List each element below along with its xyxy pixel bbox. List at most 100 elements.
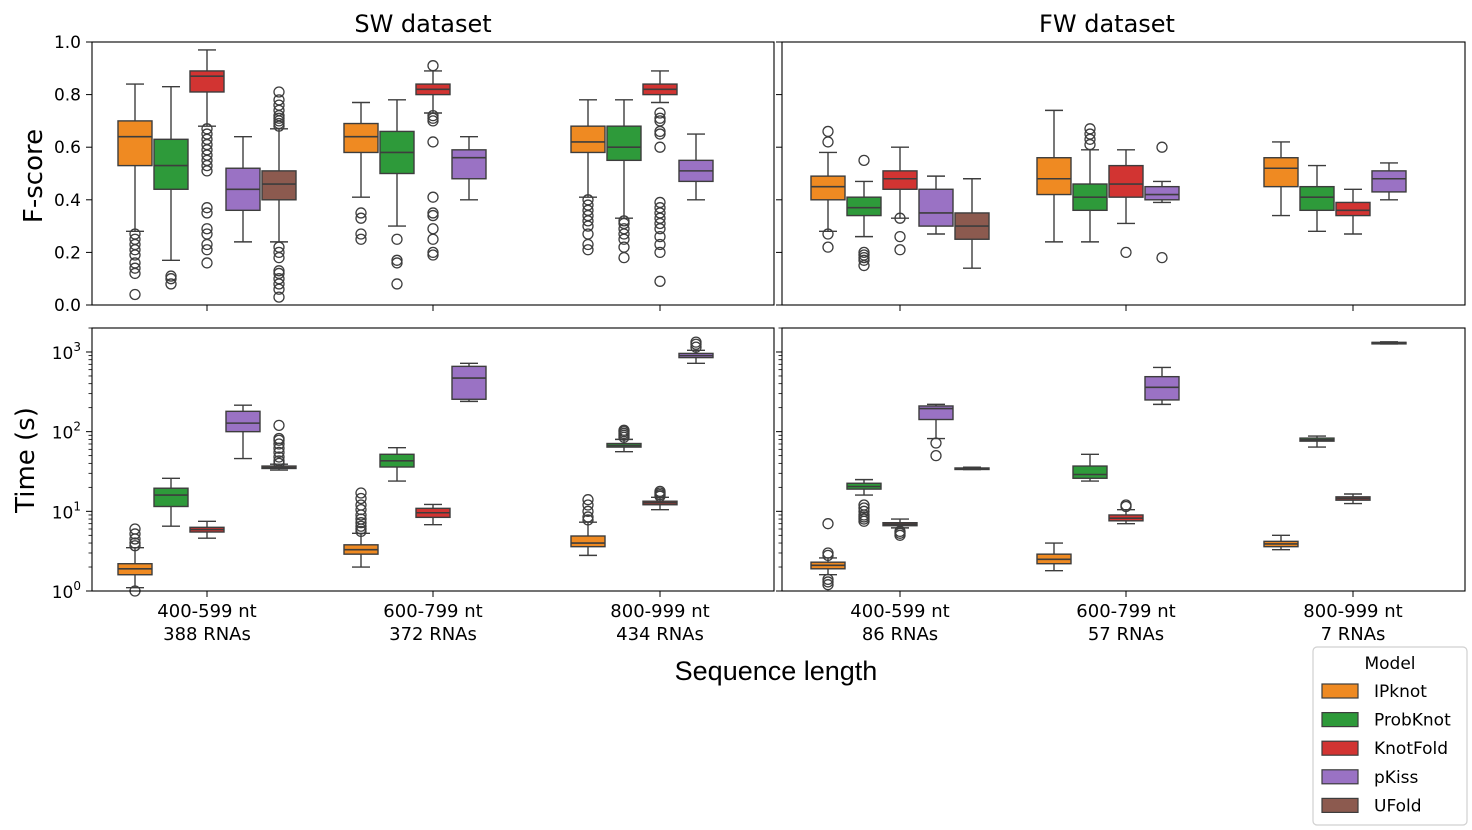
box-knotfold-2 — [415, 503, 451, 526]
outlier-point — [201, 207, 213, 219]
outlier-point — [427, 246, 439, 259]
outlier-point — [894, 230, 906, 243]
outlier-point — [1156, 252, 1168, 264]
category-label: 600-799 nt — [1076, 601, 1175, 622]
box-ipknot-1 — [117, 523, 153, 597]
outlier-point — [273, 455, 285, 467]
outlier-point — [427, 233, 439, 245]
category-count: 388 RNAs — [163, 624, 251, 645]
box-probknot-1 — [153, 86, 189, 290]
outlier-point — [273, 273, 285, 285]
legend-label: IPknot — [1374, 682, 1427, 702]
box-knotfold-3 — [1335, 188, 1371, 235]
outlier-point — [822, 573, 834, 586]
tick-base: 10 — [52, 583, 74, 603]
outlier-point — [582, 505, 594, 517]
outlier-point — [618, 223, 630, 235]
category-label: 800-999 nt — [610, 601, 709, 622]
outlier-point — [1156, 141, 1168, 153]
outlier-point — [654, 246, 666, 259]
box-iqr — [1108, 164, 1144, 198]
y-tick-label: 103 — [52, 340, 81, 364]
outlier-point — [273, 451, 285, 463]
tick-base: 10 — [52, 344, 74, 364]
box-pkiss-2 — [1144, 366, 1180, 406]
box-iqr — [225, 410, 261, 433]
outlier-point — [582, 228, 594, 240]
box-iqr — [570, 125, 606, 154]
legend-swatch — [1321, 769, 1359, 785]
box-iqr — [1072, 465, 1108, 479]
panel-frame — [91, 327, 775, 592]
outlier-point — [822, 136, 834, 148]
y-tick-label: 101 — [52, 499, 81, 523]
outlier-point — [822, 125, 834, 138]
box-probknot-3 — [606, 99, 642, 264]
outlier-point — [355, 499, 367, 511]
box-knotfold-3 — [642, 70, 678, 287]
title-sw: SW dataset — [354, 10, 491, 38]
legend-label: UFold — [1374, 796, 1422, 816]
outlier-point — [822, 579, 834, 591]
tick-exponent: 2 — [73, 420, 81, 434]
box-knotfold-2 — [1108, 149, 1144, 259]
box-pkiss-1 — [225, 404, 261, 460]
outlier-point — [690, 341, 702, 353]
outlier-point — [355, 492, 367, 505]
outlier-point — [201, 244, 213, 256]
box-iqr — [261, 170, 297, 201]
outlier-point — [654, 230, 666, 243]
panel-frame — [781, 327, 1466, 592]
legend-item-knotfold: KnotFold — [1321, 739, 1448, 759]
box-pkiss-2 — [451, 362, 487, 403]
outlier-point — [582, 511, 594, 523]
box-ipknot-2 — [343, 487, 379, 568]
box-knotfold-1 — [189, 49, 225, 269]
outlier-point — [201, 223, 213, 235]
outlier-point — [930, 437, 942, 449]
legend-label: pKiss — [1374, 768, 1419, 788]
box-knotfold-3 — [642, 485, 678, 511]
box-pkiss-3 — [1371, 162, 1407, 201]
y-tick-label: 0.6 — [54, 138, 81, 158]
outlier-point — [654, 141, 666, 153]
legend-item-pkiss: pKiss — [1321, 768, 1419, 788]
outlier-point — [858, 505, 870, 517]
outlier-point — [129, 537, 141, 549]
outlier-point — [391, 233, 403, 245]
box-ipknot-3 — [570, 99, 606, 256]
category-count: 7 RNAs — [1321, 624, 1386, 645]
outlier-point — [1120, 246, 1132, 259]
ylabel-time: Time (s) — [11, 407, 41, 514]
panel-frame — [781, 41, 1466, 306]
box-ufold-1 — [954, 178, 990, 269]
outlier-point — [654, 238, 666, 251]
panel-2 — [776, 41, 1466, 311]
outlier-point — [427, 60, 439, 72]
outlier-point — [273, 438, 285, 450]
outlier-point — [165, 278, 177, 290]
outlier-point — [858, 154, 870, 167]
outlier-point — [165, 270, 177, 282]
category-label: 800-999 nt — [1303, 601, 1402, 622]
xlabel: Sequence length — [675, 656, 878, 686]
panels — [86, 41, 1466, 597]
box-probknot-2 — [379, 446, 415, 482]
outlier-point — [1084, 123, 1096, 135]
outlier-point — [129, 262, 141, 274]
category-label: 400-599 nt — [850, 601, 949, 622]
outlier-point — [654, 275, 666, 287]
panel-4 — [776, 327, 1466, 597]
legend: Model IPknot ProbKnot KnotFold pKiss UFold — [1312, 646, 1468, 826]
outlier-point — [273, 265, 285, 277]
outlier-point — [654, 485, 666, 498]
outlier-point — [822, 241, 834, 253]
outlier-point — [355, 487, 367, 499]
outlier-point — [1120, 499, 1132, 511]
box-iqr — [1371, 170, 1407, 193]
outlier-point — [201, 128, 213, 140]
outlier-point — [427, 223, 439, 235]
outlier-point — [355, 503, 367, 516]
